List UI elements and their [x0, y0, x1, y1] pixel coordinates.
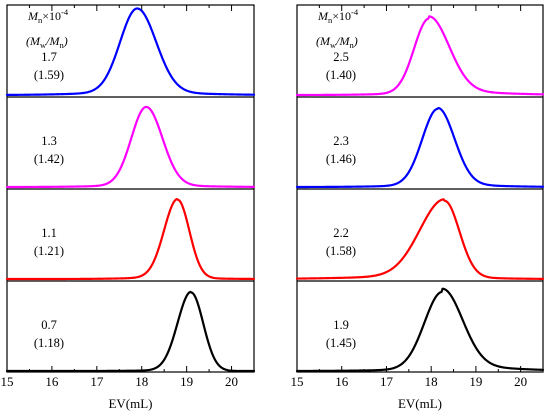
x-tick-label: 19 — [180, 374, 193, 389]
gpc-trace-3 — [5, 197, 256, 281]
mn-value-label: 2.2 — [333, 226, 349, 240]
x-axis-title: EV(mL) — [398, 396, 442, 411]
pdi-slash: / — [335, 34, 341, 48]
mn-header: Mn×10-4 — [317, 7, 359, 25]
x-tick-label: 19 — [469, 374, 482, 389]
mn-exponent: -4 — [351, 7, 359, 17]
pdi-value-label: (1.18) — [34, 336, 64, 350]
mn-subscript: n — [349, 40, 354, 50]
x-axis-title: EV(mL) — [108, 396, 152, 411]
pdi-value-label: (1.59) — [34, 68, 64, 82]
mw-symbol: M — [319, 34, 331, 48]
gpc-trace-1 — [5, 7, 256, 96]
pdi-header: (Mw/Mn) — [26, 34, 68, 50]
panel-right: 15 16 17 18 19 20EV(mL)Mn×10-4(Mw/Mn)2.5(1.40… — [291, 4, 545, 411]
mw-symbol: M — [29, 34, 41, 48]
mn-subscript: n — [38, 15, 43, 25]
mn-symbol: M — [48, 34, 60, 48]
mw-subscript: w — [330, 40, 337, 50]
pdi-value-label: (1.46) — [326, 152, 356, 166]
gpc-trace-2 — [295, 106, 545, 189]
mn-value-label: 1.7 — [41, 50, 57, 64]
pdi-close-paren: ) — [63, 34, 68, 48]
x-tick-label: 18 — [425, 374, 438, 389]
x-tick-label: 15 — [291, 374, 304, 389]
pdi-value-label: (1.40) — [326, 68, 356, 82]
pdi-close-paren: ) — [353, 34, 358, 48]
mn-value-label: 1.3 — [41, 134, 57, 148]
x-tick-label: 16 — [335, 374, 349, 389]
x-tick-label: 20 — [514, 374, 527, 389]
panel-left: 15 16 17 18 19 20EV(mL)Mn×10-4(Mw/Mn)1.7(1.59… — [1, 4, 256, 411]
x-axis: 15 16 17 18 19 20 EV(mL) — [1, 5, 255, 411]
pdi-value-label: (1.58) — [326, 244, 356, 258]
mn-value-label: 2.3 — [333, 134, 349, 148]
mn-exponent: -4 — [61, 7, 69, 17]
pdi-value-label: (1.42) — [34, 152, 64, 166]
pdi-value-label: (1.21) — [34, 244, 64, 258]
pdi-slash: / — [45, 34, 51, 48]
gpc-trace-4 — [295, 287, 545, 373]
mn-symbol: M — [317, 9, 329, 23]
x-tick-label: 16 — [45, 374, 59, 389]
mn-symbol: M — [338, 34, 350, 48]
mw-subscript: w — [40, 40, 47, 50]
x-tick-label: 17 — [90, 374, 104, 389]
gpc-trace-2 — [5, 105, 256, 189]
gpc-trace-1 — [295, 15, 545, 97]
pdi-value-label: (1.45) — [326, 336, 356, 350]
mn-value-label: 1.1 — [41, 226, 57, 240]
mn-value-label: 2.5 — [333, 50, 349, 64]
mn-factor: ×10 — [42, 9, 61, 23]
pdi-open-paren: ( — [26, 34, 31, 48]
x-tick-label: 17 — [380, 374, 394, 389]
pdi-open-paren: ( — [316, 34, 321, 48]
x-tick-label: 18 — [135, 374, 148, 389]
mn-symbol: M — [27, 9, 39, 23]
mn-factor: ×10 — [332, 9, 351, 23]
gpc-trace-4 — [5, 290, 256, 373]
x-tick-label: 15 — [1, 374, 14, 389]
mn-value-label: 1.9 — [333, 318, 349, 332]
x-axis: 15 16 17 18 19 20 EV(mL) — [291, 5, 544, 411]
x-tick-label: 20 — [225, 374, 238, 389]
gpc-trace-3 — [295, 198, 545, 280]
mn-subscript: n — [328, 15, 333, 25]
mn-subscript: n — [59, 40, 64, 50]
mn-header: Mn×10-4 — [27, 7, 69, 25]
pdi-header: (Mw/Mn) — [316, 34, 358, 50]
mn-value-label: 0.7 — [41, 318, 57, 332]
